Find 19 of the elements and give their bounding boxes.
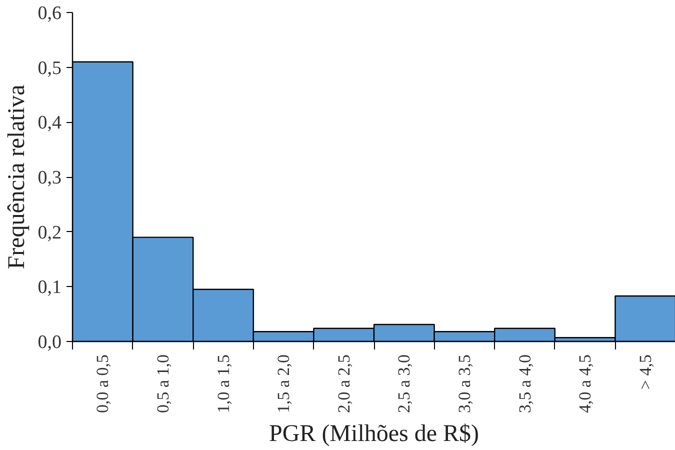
x-tick-label: 3,5 a 4,0 <box>515 354 534 414</box>
y-tick-label: 0,3 <box>38 168 62 188</box>
y-axis-title: Frequência relativa <box>4 84 30 270</box>
x-tick-label: 2,0 a 2,5 <box>334 354 354 414</box>
x-tick-label: 1,5 a 2,0 <box>274 354 294 414</box>
x-tick-label: 0,5 a 1,0 <box>153 354 172 414</box>
x-tick-label: 1,0 a 1,5 <box>214 354 233 414</box>
y-tick-label: 0,0 <box>38 332 62 353</box>
x-axis-title: PGR (Milhões de R$) <box>269 421 479 448</box>
x-tick-label: 2,5 a 3,0 <box>394 354 414 414</box>
y-tick-label: 0,6 <box>38 3 62 24</box>
x-tick-label: 4,0 a 4,5 <box>576 354 595 414</box>
y-tick-label: 0,1 <box>38 277 62 298</box>
x-tick-label: > 4,5 <box>636 354 655 390</box>
y-tick-label: 0,2 <box>38 222 62 244</box>
y-tick-label: 0,4 <box>38 112 62 134</box>
x-tick-label: 3,0 a 3,5 <box>454 354 474 414</box>
y-tick-label: 0,5 <box>38 58 62 79</box>
x-tick-label: 0,0 a 0,5 <box>93 354 112 414</box>
